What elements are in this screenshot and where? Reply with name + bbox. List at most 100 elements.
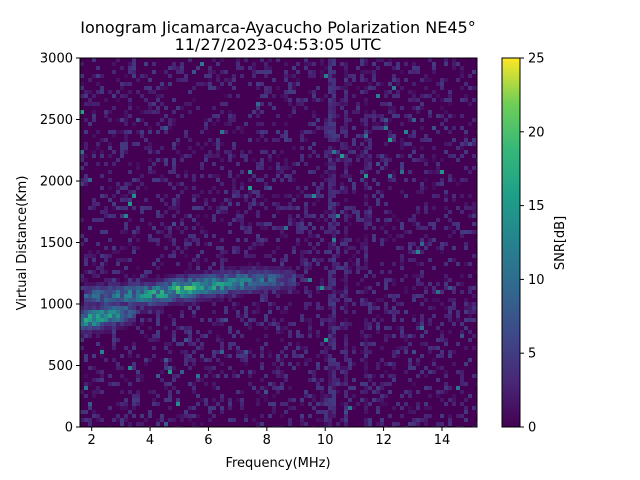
heatmap-cell bbox=[180, 302, 184, 306]
heatmap-cell bbox=[388, 178, 392, 182]
heatmap-cell bbox=[324, 94, 328, 98]
heatmap-cell bbox=[412, 134, 416, 138]
heatmap-cell bbox=[244, 254, 248, 258]
heatmap-cell bbox=[280, 262, 284, 266]
heatmap-cell bbox=[140, 94, 144, 98]
heatmap-cell bbox=[428, 322, 432, 326]
heatmap-cell bbox=[468, 170, 472, 174]
heatmap-cell bbox=[248, 230, 252, 234]
heatmap-cell bbox=[404, 274, 408, 278]
heatmap-cell bbox=[372, 62, 376, 66]
heatmap-cell bbox=[104, 206, 108, 210]
heatmap-cell bbox=[184, 102, 188, 106]
heatmap-cell bbox=[396, 62, 400, 66]
heatmap-cell bbox=[468, 142, 472, 146]
heatmap-cell bbox=[124, 198, 128, 202]
heatmap-cell bbox=[108, 186, 112, 190]
heatmap-cell bbox=[220, 346, 224, 350]
heatmap-cells bbox=[80, 58, 477, 427]
heatmap-cell bbox=[220, 394, 224, 398]
heatmap-cell bbox=[284, 98, 288, 102]
heatmap-cell bbox=[324, 74, 328, 78]
heatmap-cell bbox=[116, 298, 120, 302]
heatmap-cell bbox=[144, 74, 148, 78]
heatmap-cell bbox=[412, 118, 416, 122]
heatmap-cell bbox=[324, 354, 328, 358]
heatmap-cell bbox=[372, 238, 376, 242]
heatmap-cell bbox=[108, 286, 112, 290]
heatmap-cell bbox=[436, 182, 440, 186]
heatmap-cell bbox=[448, 310, 452, 314]
heatmap-cell bbox=[364, 118, 368, 122]
heatmap-cell bbox=[192, 150, 196, 154]
heatmap-cell bbox=[236, 330, 240, 334]
heatmap-cell bbox=[424, 170, 428, 174]
heatmap-cell bbox=[304, 210, 308, 214]
heatmap-cell bbox=[336, 298, 340, 302]
heatmap-cell bbox=[344, 342, 348, 346]
heatmap-cell bbox=[232, 74, 236, 78]
heatmap-cell bbox=[220, 158, 224, 162]
heatmap-cell bbox=[216, 298, 220, 302]
heatmap-cell bbox=[148, 414, 152, 418]
heatmap-cell bbox=[132, 318, 136, 322]
heatmap-cell bbox=[84, 162, 88, 166]
heatmap-cell bbox=[288, 174, 292, 178]
heatmap-cell bbox=[300, 158, 304, 162]
heatmap-cell bbox=[204, 74, 208, 78]
heatmap-cell bbox=[344, 114, 348, 118]
heatmap-cell bbox=[248, 370, 252, 374]
heatmap-cell bbox=[404, 142, 408, 146]
heatmap-cell bbox=[316, 118, 320, 122]
heatmap-cell bbox=[460, 414, 464, 418]
heatmap-cell bbox=[236, 58, 240, 62]
heatmap-cell bbox=[308, 302, 312, 306]
heatmap-cell bbox=[416, 190, 420, 194]
heatmap-cell bbox=[92, 390, 96, 394]
heatmap-cell bbox=[400, 326, 404, 330]
heatmap-cell bbox=[340, 158, 344, 162]
heatmap-cell bbox=[452, 306, 456, 310]
heatmap-cell bbox=[360, 122, 364, 126]
x-axis-label: Frequency(MHz) bbox=[225, 456, 330, 471]
heatmap-cell bbox=[252, 110, 256, 114]
heatmap-cell bbox=[92, 118, 96, 122]
heatmap-cell bbox=[428, 94, 432, 98]
heatmap-cell bbox=[184, 78, 188, 82]
heatmap-cell bbox=[312, 182, 316, 186]
heatmap-cell bbox=[404, 62, 408, 66]
heatmap-cell bbox=[128, 70, 132, 74]
heatmap-cell bbox=[248, 374, 252, 378]
heatmap-cell bbox=[192, 362, 196, 366]
heatmap-cell bbox=[164, 234, 168, 238]
heatmap-cell bbox=[304, 306, 308, 310]
heatmap-cell bbox=[292, 90, 296, 94]
heatmap-cell bbox=[416, 226, 420, 230]
heatmap-cell bbox=[428, 222, 432, 226]
heatmap-cell bbox=[268, 306, 272, 310]
heatmap-cell bbox=[156, 266, 160, 270]
heatmap-cell bbox=[104, 318, 108, 322]
heatmap-cell bbox=[388, 82, 392, 86]
heatmap-cell bbox=[432, 206, 436, 210]
heatmap-cell bbox=[404, 338, 408, 342]
heatmap-cell bbox=[116, 366, 120, 370]
heatmap-cell bbox=[224, 318, 228, 322]
heatmap-cell bbox=[144, 418, 148, 422]
heatmap-cell bbox=[412, 130, 416, 134]
heatmap-cell bbox=[84, 394, 88, 398]
heatmap-cell bbox=[280, 402, 284, 406]
heatmap-cell bbox=[452, 286, 456, 290]
heatmap-cell bbox=[328, 106, 332, 110]
heatmap-cell bbox=[152, 170, 156, 174]
heatmap-cell bbox=[212, 262, 216, 266]
heatmap-cell bbox=[152, 226, 156, 230]
heatmap-cell bbox=[132, 302, 136, 306]
heatmap-cell bbox=[344, 274, 348, 278]
heatmap-cell bbox=[128, 318, 132, 322]
heatmap-cell bbox=[336, 290, 340, 294]
heatmap-cell bbox=[396, 90, 400, 94]
heatmap-cell bbox=[408, 114, 412, 118]
heatmap-cell bbox=[208, 266, 212, 270]
heatmap-cell bbox=[444, 78, 448, 82]
